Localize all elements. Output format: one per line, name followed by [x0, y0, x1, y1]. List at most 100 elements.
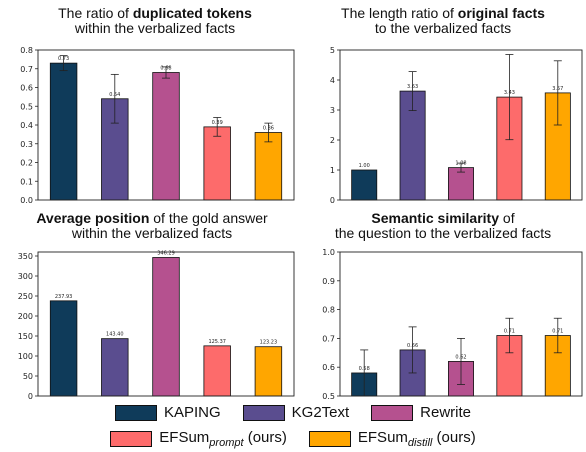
chart1-title: The ratio of duplicated tokens within th…	[20, 6, 290, 36]
y-tick-label: 0.0	[20, 196, 33, 205]
y-tick-label: 0.3	[20, 140, 33, 149]
legend-label-rewrite: Rewrite	[420, 404, 472, 421]
y-tick-label: 50	[23, 372, 33, 381]
y-tick-label: 0.1	[20, 177, 33, 186]
y-tick-label: 0.5	[322, 392, 335, 401]
chart4-title: Semantic similarity of the question to t…	[300, 211, 586, 241]
legend-swatch-kg2text	[242, 404, 285, 421]
data-label: 3.57	[552, 86, 563, 92]
y-tick-label: 0.7	[20, 65, 33, 74]
bar-efsum_distill	[254, 346, 283, 397]
legend-item-rewrite: Rewrite	[371, 404, 471, 421]
y-tick-label: 150	[18, 332, 33, 341]
data-label: 346.29	[157, 250, 175, 256]
data-label: 0.62	[455, 354, 466, 360]
data-label: 143.40	[106, 332, 124, 338]
y-tick-label: 0	[28, 392, 33, 401]
legend-efsum-distill-sub: distill	[407, 437, 433, 449]
chart4-title-post: of	[499, 210, 515, 226]
legend-efsum-prompt-sub: prompt	[209, 437, 244, 449]
bar-kaping	[49, 62, 78, 201]
legend-label-kg2text: KG2Text	[291, 404, 350, 421]
data-label: 125.37	[208, 339, 226, 345]
chart4-title-line2: the question to the verbalized facts	[334, 225, 552, 241]
data-label: 0.71	[552, 329, 563, 335]
y-tick-label: 250	[18, 292, 33, 301]
chart3-title-line2: within the verbalized facts	[71, 225, 233, 241]
bar-kaping	[351, 169, 378, 201]
data-label: 123.23	[260, 340, 278, 346]
data-label: 0.68	[160, 66, 171, 72]
legend-item-efsum-distill: EFSumdistill (ours)	[308, 429, 476, 449]
bar-rewrite	[152, 257, 180, 397]
y-tick-label: 200	[18, 312, 33, 321]
bar-kaping	[49, 300, 78, 397]
chart2-title-bold: original facts	[457, 5, 545, 21]
y-tick-label: 1.0	[322, 248, 335, 257]
chart3-title: Average position of the gold answer with…	[2, 211, 302, 241]
y-tick-label: 0.7	[322, 334, 335, 343]
data-label: 237.93	[55, 294, 73, 300]
y-tick-label: 100	[18, 352, 33, 361]
data-label: 1.08	[455, 161, 466, 167]
y-tick-label: 0.6	[322, 363, 335, 372]
data-label: 0.36	[263, 126, 274, 132]
chart3-title-bold: Average position	[36, 210, 150, 226]
chart-semantic-similarity: 0.5 0.6 0.7 0.8 0.9 1.0 0.58 0.66 0.62 0.71 0.71	[322, 248, 583, 401]
legend-item-kaping: KAPING	[114, 404, 221, 421]
legend-row-1: KAPING KG2Text Rewrite	[0, 404, 586, 421]
bar-efsum_prompt	[203, 345, 231, 397]
y-tick-label: 0.8	[322, 306, 335, 315]
y-tick-label: 0.5	[20, 102, 33, 111]
chart-average-position: 0 50 100 150 200 250 300 350 237.93 143.40 346.29 1…	[18, 250, 295, 401]
y-tick-label: 0.6	[20, 84, 33, 93]
legend-efsum-prompt-name: EFSum	[159, 429, 210, 446]
y-tick-label: 3	[330, 106, 335, 115]
y-tick-label: 4	[330, 76, 335, 85]
legend-efsum-distill-name: EFSum	[357, 429, 408, 446]
chart2-title-pre: The length ratio of	[341, 5, 458, 21]
legend-swatch-kaping	[114, 404, 157, 421]
legend-item-efsum-prompt: EFSumprompt (ours)	[110, 429, 287, 449]
legend-swatch-efsum-prompt	[110, 431, 153, 447]
plot-frame	[339, 251, 583, 397]
data-label: 1.00	[359, 163, 370, 169]
legend-label-efsum-prompt: EFSumprompt (ours)	[159, 429, 287, 449]
legend-row-2: EFSumprompt (ours) EFSumdistill (ours)	[0, 429, 586, 449]
y-tick-label: 1	[330, 166, 335, 175]
chart-length-ratio: 0 1 2 3 4 5 1.00 3.63 1.08 3.43 3.57	[330, 46, 583, 205]
chart1-title-line2: within the verbalized facts	[74, 20, 236, 36]
y-tick-label: 0.4	[20, 121, 33, 130]
bar-efsum_prompt	[203, 126, 231, 201]
chart4-title-bold: Semantic similarity	[371, 210, 500, 226]
data-label: 0.73	[58, 56, 69, 62]
bar-efsum_distill	[254, 132, 283, 201]
y-tick-label: 0	[330, 196, 335, 205]
y-tick-label: 0.8	[20, 46, 33, 55]
legend-efsum-distill-suffix: (ours)	[436, 429, 476, 446]
data-label: 0.66	[407, 343, 418, 349]
legend-swatch-efsum-distill	[308, 431, 351, 447]
chart2-title-line2: to the verbalized facts	[374, 20, 512, 36]
y-tick-label: 350	[18, 252, 33, 261]
bar-kg2text	[101, 338, 129, 397]
data-label: 0.54	[109, 92, 120, 98]
legend-label-efsum-distill: EFSumdistill (ours)	[358, 429, 476, 449]
plot-frame	[37, 251, 295, 397]
chart-duplicated-tokens: 0.0 0.1 0.2 0.3 0.4 0.5 0.6 0.7 0.8 0.73 0.54 0.68 0…	[20, 46, 295, 205]
data-label: 0.39	[212, 120, 223, 126]
legend-label-kaping: KAPING	[163, 404, 221, 421]
legend-item-kg2text: KG2Text	[242, 404, 350, 421]
legend-swatch-rewrite	[371, 404, 414, 421]
chart1-title-pre: The ratio of	[58, 5, 133, 21]
y-tick-label: 0.9	[322, 277, 335, 286]
chart2-title: The length ratio of original facts to th…	[300, 6, 586, 36]
legend-efsum-prompt-suffix: (ours)	[247, 429, 287, 446]
data-label: 3.63	[407, 84, 418, 90]
chart1-title-bold: duplicated tokens	[132, 5, 252, 21]
plot-frame	[339, 49, 583, 201]
y-tick-label: 2	[330, 136, 335, 145]
data-label: 0.58	[359, 366, 370, 372]
bar-rewrite	[152, 72, 180, 201]
